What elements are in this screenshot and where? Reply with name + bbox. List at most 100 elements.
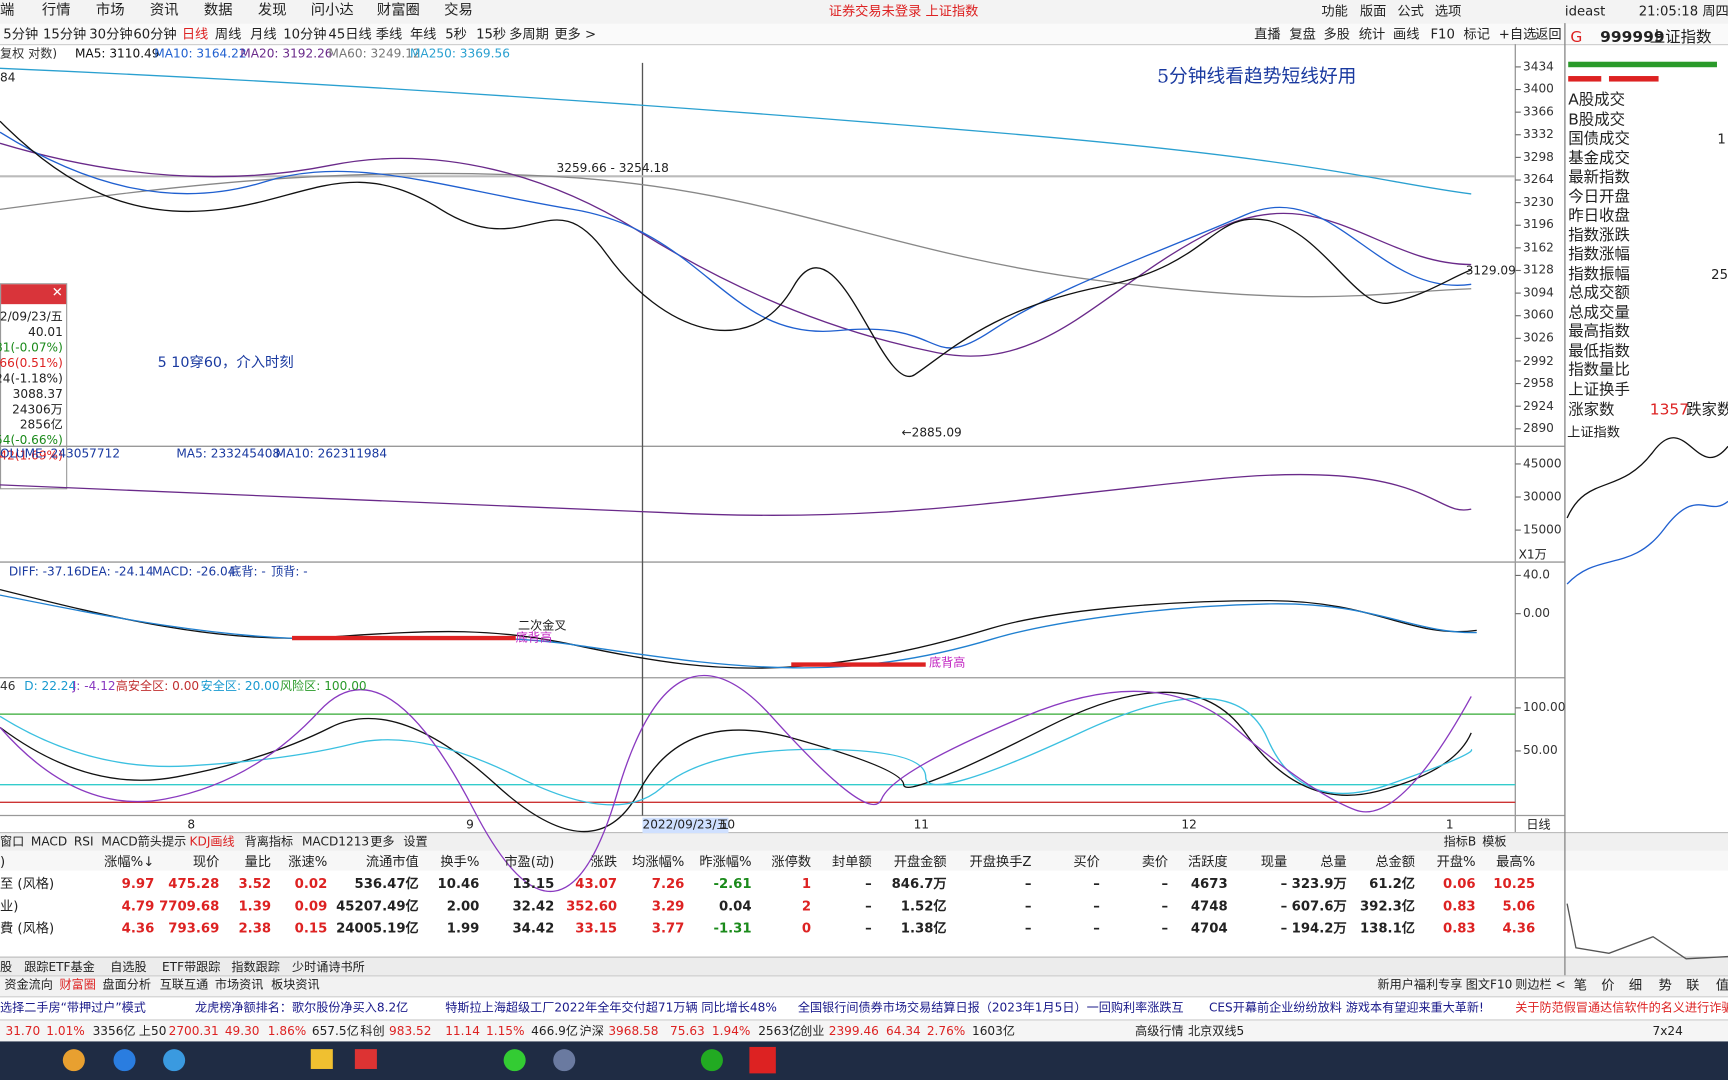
- news-item[interactable]: CES开幕前企业纷纷放料 游戏本有望迎来重大革新!: [1208, 1000, 1484, 1015]
- info-tab[interactable]: 图文F10: [1465, 977, 1513, 992]
- news-item[interactable]: 特斯拉上海超级工厂2022年全年交付超71万辆 同比增长48%: [445, 1000, 777, 1015]
- period-tab[interactable]: 更多 >: [554, 26, 597, 42]
- tool-button[interactable]: 返回: [1535, 26, 1562, 42]
- sheet-tab[interactable]: 跟踪ETF基金: [24, 959, 95, 975]
- menu-item[interactable]: 端: [0, 2, 15, 19]
- period-tab[interactable]: 45日线: [328, 26, 372, 42]
- tool-button[interactable]: 标记: [1463, 26, 1490, 42]
- indicator-tab[interactable]: MACD: [30, 834, 68, 849]
- menu-item[interactable]: 数据: [203, 2, 233, 19]
- tool-button[interactable]: 画线: [1392, 26, 1420, 42]
- info-tab[interactable]: 盘面分析: [102, 977, 151, 992]
- table-header[interactable]: 涨跌: [590, 854, 618, 870]
- info-tab[interactable]: 市场资讯: [214, 977, 264, 992]
- menu-item[interactable]: 版面: [1359, 3, 1387, 19]
- app-icon[interactable]: [503, 1049, 526, 1072]
- menu-item[interactable]: 问小达: [310, 2, 354, 19]
- indicator-tab[interactable]: 指标B: [1443, 834, 1477, 849]
- info-tab[interactable]: 则边栏 <: [1515, 977, 1566, 992]
- tool-button[interactable]: F10: [1430, 26, 1455, 42]
- menu-item[interactable]: 发现: [257, 2, 287, 19]
- table-header[interactable]: 开盘%: [1436, 854, 1476, 870]
- period-tab[interactable]: 周线: [214, 26, 242, 42]
- table-header[interactable]: 量比: [244, 854, 272, 870]
- sheet-tab[interactable]: 少时诵诗书所: [292, 959, 365, 975]
- info-tab[interactable]: 财富圈: [59, 977, 96, 992]
- news-item[interactable]: 选择二手房“带押过户”模式: [0, 1000, 146, 1015]
- period-tab[interactable]: 多周期: [509, 26, 549, 42]
- period-tab[interactable]: 15秒: [476, 26, 507, 42]
- period-tab[interactable]: 60分钟: [133, 26, 177, 42]
- app-icon[interactable]: [163, 1049, 186, 1072]
- side-tab[interactable]: 联: [1686, 977, 1700, 993]
- indicator-tab[interactable]: MACD箭头提示: [101, 834, 187, 849]
- indicator-tab[interactable]: 更多: [370, 834, 395, 849]
- tool-button[interactable]: 复盘: [1289, 26, 1316, 42]
- info-tab[interactable]: 新用户福利专享: [1377, 977, 1463, 992]
- table-header[interactable]: 涨停数: [771, 854, 812, 870]
- table-header[interactable]: 买价: [1073, 854, 1100, 870]
- menu-item[interactable]: 市场: [95, 2, 125, 19]
- menu-item[interactable]: 行情: [41, 2, 71, 19]
- indicator-tab[interactable]: 窗口: [0, 834, 25, 849]
- period-tab[interactable]: 季线: [375, 26, 403, 42]
- app-icon[interactable]: [700, 1049, 723, 1072]
- table-header[interactable]: 卖价: [1141, 854, 1169, 870]
- table-header[interactable]: 均涨幅%: [632, 854, 685, 870]
- table-header[interactable]: 总量: [1320, 854, 1347, 870]
- news-item[interactable]: 龙虎榜净额排名：歌尔股份净买入8.2亿: [195, 1000, 409, 1015]
- indicator-tab[interactable]: 设置: [403, 834, 428, 849]
- indicator-tab[interactable]: KDJ画线: [189, 834, 235, 849]
- table-header[interactable]: 市盈(动): [504, 854, 555, 870]
- side-tab[interactable]: 笔: [1573, 977, 1587, 993]
- info-tab[interactable]: 板块资讯: [271, 977, 320, 992]
- indicator-tab[interactable]: MACD1213: [301, 834, 370, 849]
- app-icon[interactable]: [310, 1049, 333, 1069]
- app-icon[interactable]: [749, 1046, 776, 1074]
- table-header[interactable]: 开盘换手Z: [969, 854, 1032, 870]
- table-header[interactable]: 流通市值: [365, 854, 419, 870]
- table-header[interactable]: 昨涨幅%: [699, 854, 752, 870]
- menu-item[interactable]: 21:05:18 周四: [1638, 3, 1728, 19]
- tool-button[interactable]: 统计: [1358, 26, 1386, 42]
- info-tab[interactable]: 互联互通: [159, 977, 209, 992]
- period-tab[interactable]: 月线: [250, 26, 277, 42]
- period-tab[interactable]: 10分钟: [283, 26, 327, 42]
- side-tab[interactable]: 势: [1658, 977, 1672, 993]
- tool-button[interactable]: 直播: [1254, 26, 1281, 42]
- table-header[interactable]: 总金额: [1375, 854, 1416, 870]
- sheet-tab[interactable]: 股: [0, 959, 13, 975]
- app-icon[interactable]: [113, 1049, 136, 1072]
- period-tab[interactable]: 5分钟: [3, 26, 39, 42]
- table-header[interactable]: 涨速%: [288, 854, 328, 870]
- close-icon[interactable]: ✕: [1, 284, 67, 305]
- table-header[interactable]: 现价: [192, 854, 220, 870]
- table-header[interactable]: 现量: [1260, 854, 1288, 870]
- period-tab[interactable]: 年线: [409, 26, 437, 42]
- sheet-tab[interactable]: ETF带跟踪: [161, 959, 221, 975]
- side-tab[interactable]: 价: [1601, 977, 1615, 993]
- period-tab[interactable]: 15分钟: [42, 26, 87, 42]
- app-icon[interactable]: [62, 1049, 85, 1072]
- menu-item[interactable]: 公式: [1397, 3, 1424, 19]
- table-header[interactable]: 活跃度: [1187, 854, 1228, 870]
- menu-item[interactable]: 财富圈: [376, 2, 420, 19]
- sheet-tab[interactable]: 指数跟踪: [231, 959, 280, 975]
- indicator-tab[interactable]: RSI: [73, 834, 94, 849]
- menu-item[interactable]: 交易: [444, 2, 473, 19]
- indicator-tab[interactable]: 背离指标: [244, 834, 294, 849]
- news-item[interactable]: 全国银行间债券市场交易结算日报（2023年1月5日）一回购利率涨跌互: [797, 1000, 1184, 1015]
- info-tab[interactable]: 资金流向: [4, 977, 53, 992]
- table-header[interactable]: 封单额: [832, 854, 872, 870]
- sheet-tab[interactable]: 自选股: [110, 959, 147, 975]
- tool-button[interactable]: +自选: [1498, 26, 1537, 42]
- table-header[interactable]: 涨幅%↓: [104, 854, 155, 870]
- app-icon[interactable]: [553, 1049, 576, 1072]
- tool-button[interactable]: 多股: [1323, 26, 1351, 42]
- menu-item[interactable]: 选项: [1434, 3, 1462, 19]
- table-header[interactable]: 最高%: [1496, 854, 1536, 870]
- table-header[interactable]: 开盘金额: [893, 854, 947, 870]
- period-tab[interactable]: 日线: [181, 26, 209, 42]
- news-item[interactable]: 关于防范假冒通达信软件的名义进行诈骗: [1515, 1000, 1728, 1015]
- period-tab[interactable]: 30分钟: [89, 26, 133, 42]
